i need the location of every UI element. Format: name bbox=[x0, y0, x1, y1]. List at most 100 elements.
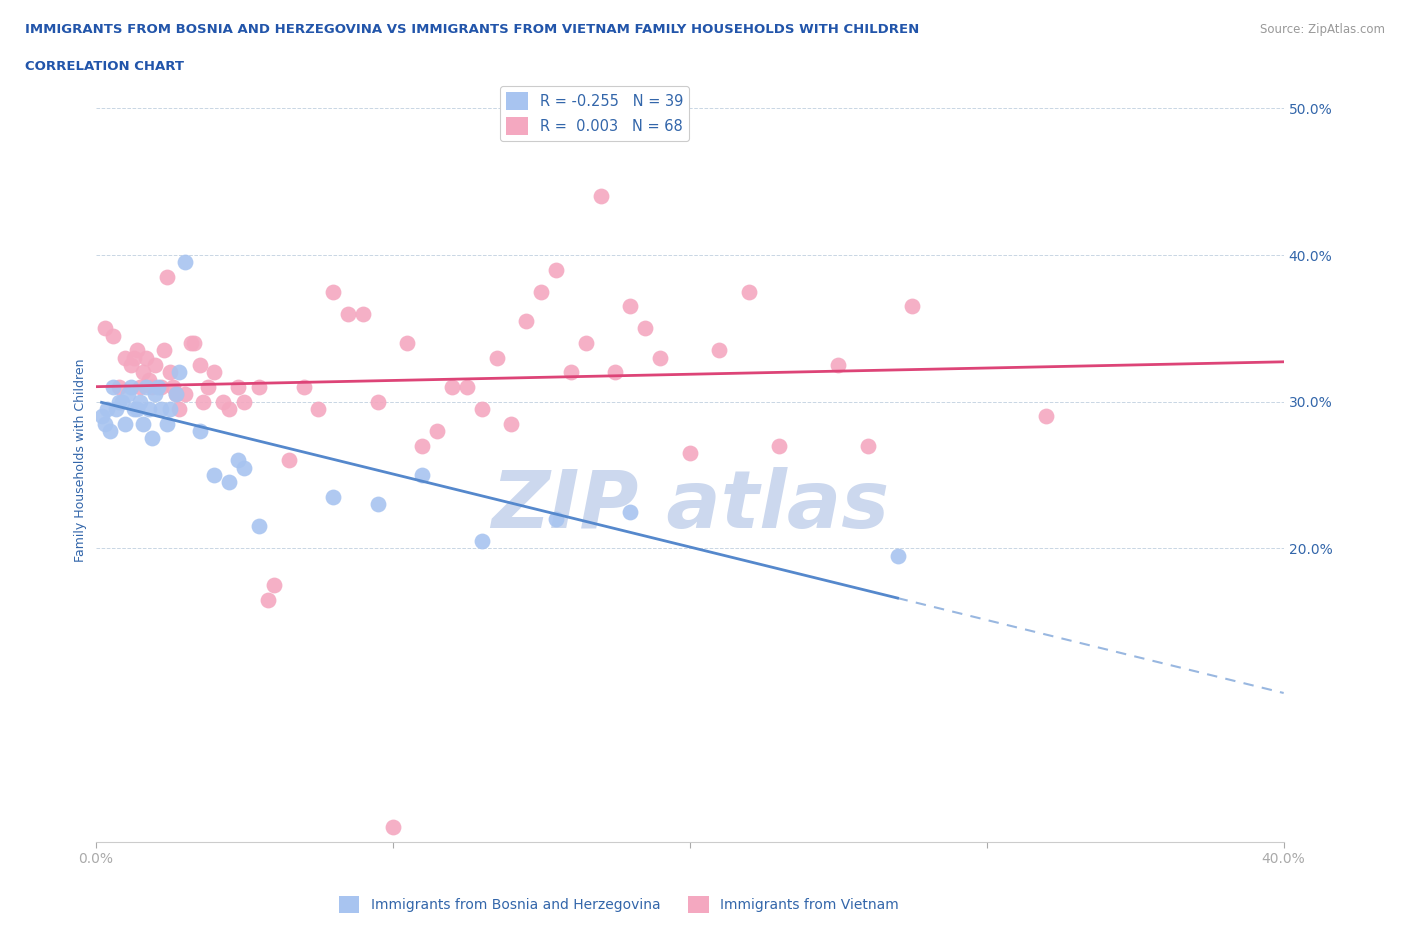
Point bbox=[162, 379, 184, 394]
Point bbox=[129, 394, 152, 409]
Point bbox=[485, 351, 508, 365]
Point bbox=[156, 270, 179, 285]
Point bbox=[501, 417, 523, 432]
Point bbox=[159, 402, 181, 417]
Point bbox=[122, 402, 145, 417]
Y-axis label: Family Households with Children: Family Households with Children bbox=[75, 359, 87, 562]
Text: CORRELATION CHART: CORRELATION CHART bbox=[25, 60, 184, 73]
Point bbox=[127, 343, 149, 358]
Point bbox=[183, 336, 205, 351]
Point bbox=[226, 453, 249, 468]
Point bbox=[738, 285, 761, 299]
Point bbox=[180, 336, 202, 351]
Point bbox=[337, 306, 360, 321]
Point bbox=[138, 372, 160, 387]
Point bbox=[146, 379, 169, 394]
Point bbox=[122, 351, 145, 365]
Point bbox=[471, 402, 494, 417]
Point bbox=[292, 379, 315, 394]
Point bbox=[143, 387, 166, 402]
Point bbox=[411, 438, 433, 453]
Point bbox=[165, 387, 187, 402]
Point bbox=[218, 402, 240, 417]
Text: Source: ZipAtlas.com: Source: ZipAtlas.com bbox=[1260, 23, 1385, 36]
Point bbox=[188, 358, 211, 373]
Point bbox=[605, 365, 627, 379]
Point bbox=[575, 336, 598, 351]
Legend: R = -0.255   N = 39, R =  0.003   N = 68: R = -0.255 N = 39, R = 0.003 N = 68 bbox=[501, 86, 689, 140]
Point bbox=[117, 387, 139, 402]
Point bbox=[886, 549, 908, 564]
Point bbox=[367, 497, 389, 512]
Point bbox=[111, 394, 134, 409]
Point bbox=[204, 365, 226, 379]
Point bbox=[257, 592, 280, 607]
Point bbox=[114, 417, 136, 432]
Point bbox=[648, 351, 671, 365]
Point bbox=[143, 358, 166, 373]
Point bbox=[153, 343, 176, 358]
Point bbox=[105, 402, 128, 417]
Point bbox=[1035, 409, 1057, 424]
Point bbox=[619, 299, 641, 313]
Point bbox=[634, 321, 657, 336]
Point bbox=[120, 358, 142, 373]
Point bbox=[856, 438, 879, 453]
Point bbox=[93, 417, 115, 432]
Point bbox=[129, 379, 152, 394]
Point bbox=[100, 423, 122, 438]
Point bbox=[191, 394, 214, 409]
Point bbox=[173, 387, 195, 402]
Point bbox=[138, 402, 160, 417]
Point bbox=[589, 189, 612, 204]
Legend: Immigrants from Bosnia and Herzegovina, Immigrants from Vietnam: Immigrants from Bosnia and Herzegovina, … bbox=[333, 890, 904, 919]
Point bbox=[226, 379, 249, 394]
Point bbox=[515, 313, 537, 328]
Text: IMMIGRANTS FROM BOSNIA AND HERZEGOVINA VS IMMIGRANTS FROM VIETNAM FAMILY HOUSEHO: IMMIGRANTS FROM BOSNIA AND HERZEGOVINA V… bbox=[25, 23, 920, 36]
Point bbox=[103, 328, 125, 343]
Point bbox=[367, 394, 389, 409]
Point bbox=[141, 379, 163, 394]
Point bbox=[114, 351, 136, 365]
Point bbox=[352, 306, 374, 321]
Point bbox=[381, 819, 404, 834]
Point bbox=[103, 379, 125, 394]
Point bbox=[233, 394, 256, 409]
Point bbox=[204, 468, 226, 483]
Point bbox=[173, 255, 195, 270]
Point bbox=[156, 417, 179, 432]
Text: ZIP atlas: ZIP atlas bbox=[491, 467, 889, 545]
Point bbox=[441, 379, 464, 394]
Point bbox=[132, 365, 155, 379]
Point bbox=[141, 431, 163, 445]
Point bbox=[619, 504, 641, 519]
Point bbox=[322, 489, 344, 504]
Point bbox=[135, 351, 157, 365]
Point bbox=[165, 387, 187, 402]
Point bbox=[709, 343, 731, 358]
Point bbox=[233, 460, 256, 475]
Point bbox=[426, 423, 449, 438]
Point bbox=[560, 365, 582, 379]
Point bbox=[167, 402, 190, 417]
Point bbox=[544, 262, 567, 277]
Point bbox=[167, 365, 190, 379]
Point bbox=[277, 453, 299, 468]
Point bbox=[901, 299, 924, 313]
Point bbox=[108, 394, 131, 409]
Point bbox=[93, 321, 115, 336]
Point bbox=[90, 409, 112, 424]
Point bbox=[149, 379, 172, 394]
Point bbox=[396, 336, 419, 351]
Point bbox=[127, 402, 149, 417]
Point bbox=[530, 285, 553, 299]
Point bbox=[135, 379, 157, 394]
Point bbox=[263, 578, 285, 592]
Point bbox=[247, 379, 270, 394]
Point bbox=[212, 394, 235, 409]
Point bbox=[827, 358, 849, 373]
Point bbox=[197, 379, 219, 394]
Point bbox=[96, 402, 118, 417]
Point bbox=[411, 468, 433, 483]
Point bbox=[471, 534, 494, 549]
